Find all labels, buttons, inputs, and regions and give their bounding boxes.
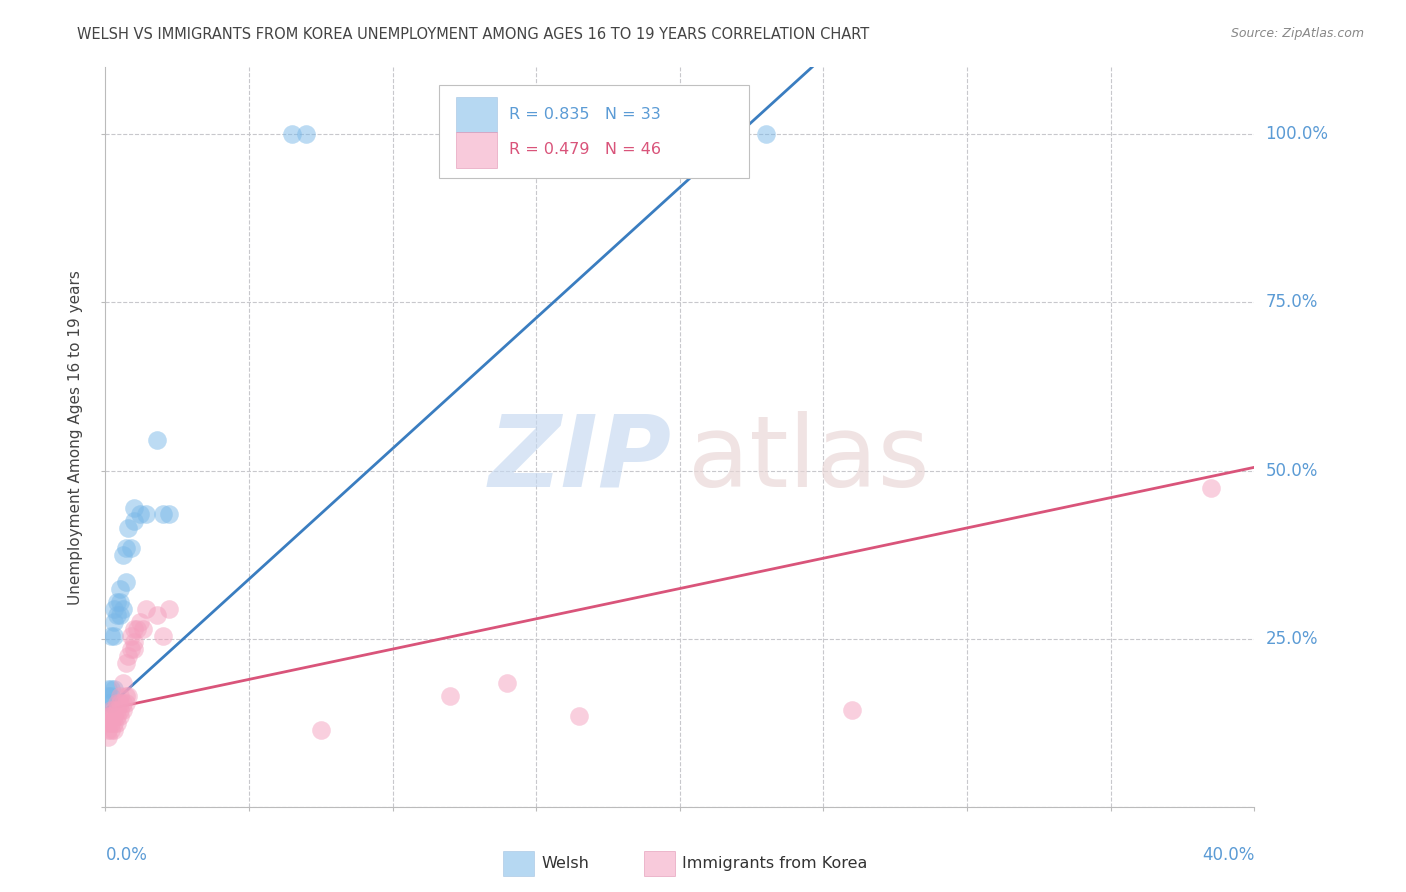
Point xyxy=(103,629,125,643)
FancyBboxPatch shape xyxy=(456,96,498,132)
Point xyxy=(103,716,125,731)
Text: 100.0%: 100.0% xyxy=(1265,125,1329,144)
Text: R = 0.835   N = 33: R = 0.835 N = 33 xyxy=(509,107,661,122)
Point xyxy=(105,703,128,717)
Point xyxy=(97,689,120,703)
Point xyxy=(108,696,131,710)
Point xyxy=(97,723,120,737)
Point xyxy=(114,656,136,670)
Point xyxy=(152,629,174,643)
Point xyxy=(496,675,519,690)
Point xyxy=(295,127,318,141)
Point xyxy=(105,595,128,609)
Text: WELSH VS IMMIGRANTS FROM KOREA UNEMPLOYMENT AMONG AGES 16 TO 19 YEARS CORRELATIO: WELSH VS IMMIGRANTS FROM KOREA UNEMPLOYM… xyxy=(77,27,869,42)
Point xyxy=(108,582,131,596)
Point xyxy=(157,508,180,522)
Point xyxy=(120,642,142,657)
Point xyxy=(100,689,122,703)
Point xyxy=(122,622,145,636)
Point xyxy=(439,689,461,703)
Point xyxy=(122,514,145,528)
Point xyxy=(108,595,131,609)
Point xyxy=(100,703,122,717)
Text: Welsh: Welsh xyxy=(541,856,589,871)
Point xyxy=(108,689,131,703)
Point xyxy=(100,723,122,737)
Text: atlas: atlas xyxy=(688,411,929,508)
Point xyxy=(111,703,134,717)
Point xyxy=(114,541,136,555)
Point xyxy=(103,601,125,615)
Point xyxy=(1199,481,1222,495)
Point xyxy=(146,608,169,623)
Point xyxy=(111,548,134,562)
Point xyxy=(100,716,122,731)
Point xyxy=(129,615,152,630)
Point xyxy=(108,608,131,623)
Point xyxy=(755,127,778,141)
Point xyxy=(120,541,142,555)
FancyBboxPatch shape xyxy=(456,132,498,168)
Text: 25.0%: 25.0% xyxy=(1265,630,1317,648)
Point xyxy=(105,608,128,623)
Text: Immigrants from Korea: Immigrants from Korea xyxy=(682,856,868,871)
Point xyxy=(129,508,152,522)
Point xyxy=(103,682,125,697)
Point xyxy=(568,709,591,723)
Text: Source: ZipAtlas.com: Source: ZipAtlas.com xyxy=(1230,27,1364,40)
Point xyxy=(105,696,128,710)
Point xyxy=(122,642,145,657)
Point xyxy=(114,696,136,710)
Point xyxy=(309,723,332,737)
Point xyxy=(105,716,128,731)
Point xyxy=(103,709,125,723)
Point xyxy=(103,703,125,717)
Point xyxy=(103,615,125,630)
Point xyxy=(841,703,863,717)
Text: 40.0%: 40.0% xyxy=(1202,847,1254,864)
Point xyxy=(105,709,128,723)
Point xyxy=(111,601,134,615)
Point xyxy=(281,127,304,141)
Point xyxy=(122,500,145,515)
Point xyxy=(120,629,142,643)
Y-axis label: Unemployment Among Ages 16 to 19 years: Unemployment Among Ages 16 to 19 years xyxy=(67,269,83,605)
Text: ZIP: ZIP xyxy=(489,411,672,508)
Point xyxy=(97,696,120,710)
Text: R = 0.479   N = 46: R = 0.479 N = 46 xyxy=(509,143,661,157)
Point xyxy=(152,508,174,522)
Point xyxy=(132,622,155,636)
Point xyxy=(122,635,145,649)
Point xyxy=(97,709,120,723)
Point xyxy=(117,689,139,703)
Text: 50.0%: 50.0% xyxy=(1265,462,1317,480)
Point xyxy=(111,696,134,710)
Point xyxy=(135,601,157,615)
Point xyxy=(97,682,120,697)
Point xyxy=(97,730,120,744)
Point xyxy=(114,689,136,703)
Point xyxy=(111,675,134,690)
Point xyxy=(97,716,120,731)
Point xyxy=(100,682,122,697)
Text: 0.0%: 0.0% xyxy=(105,847,148,864)
FancyBboxPatch shape xyxy=(439,86,749,178)
Point xyxy=(100,629,122,643)
Text: 75.0%: 75.0% xyxy=(1265,293,1317,311)
Point xyxy=(100,709,122,723)
Point xyxy=(117,521,139,535)
Point xyxy=(157,601,180,615)
Point xyxy=(697,127,720,141)
Point xyxy=(103,723,125,737)
Point xyxy=(125,622,148,636)
Point xyxy=(135,508,157,522)
Point xyxy=(117,648,139,663)
Point xyxy=(146,434,169,448)
Point xyxy=(114,574,136,589)
Point xyxy=(108,709,131,723)
Point xyxy=(108,703,131,717)
Point xyxy=(100,696,122,710)
